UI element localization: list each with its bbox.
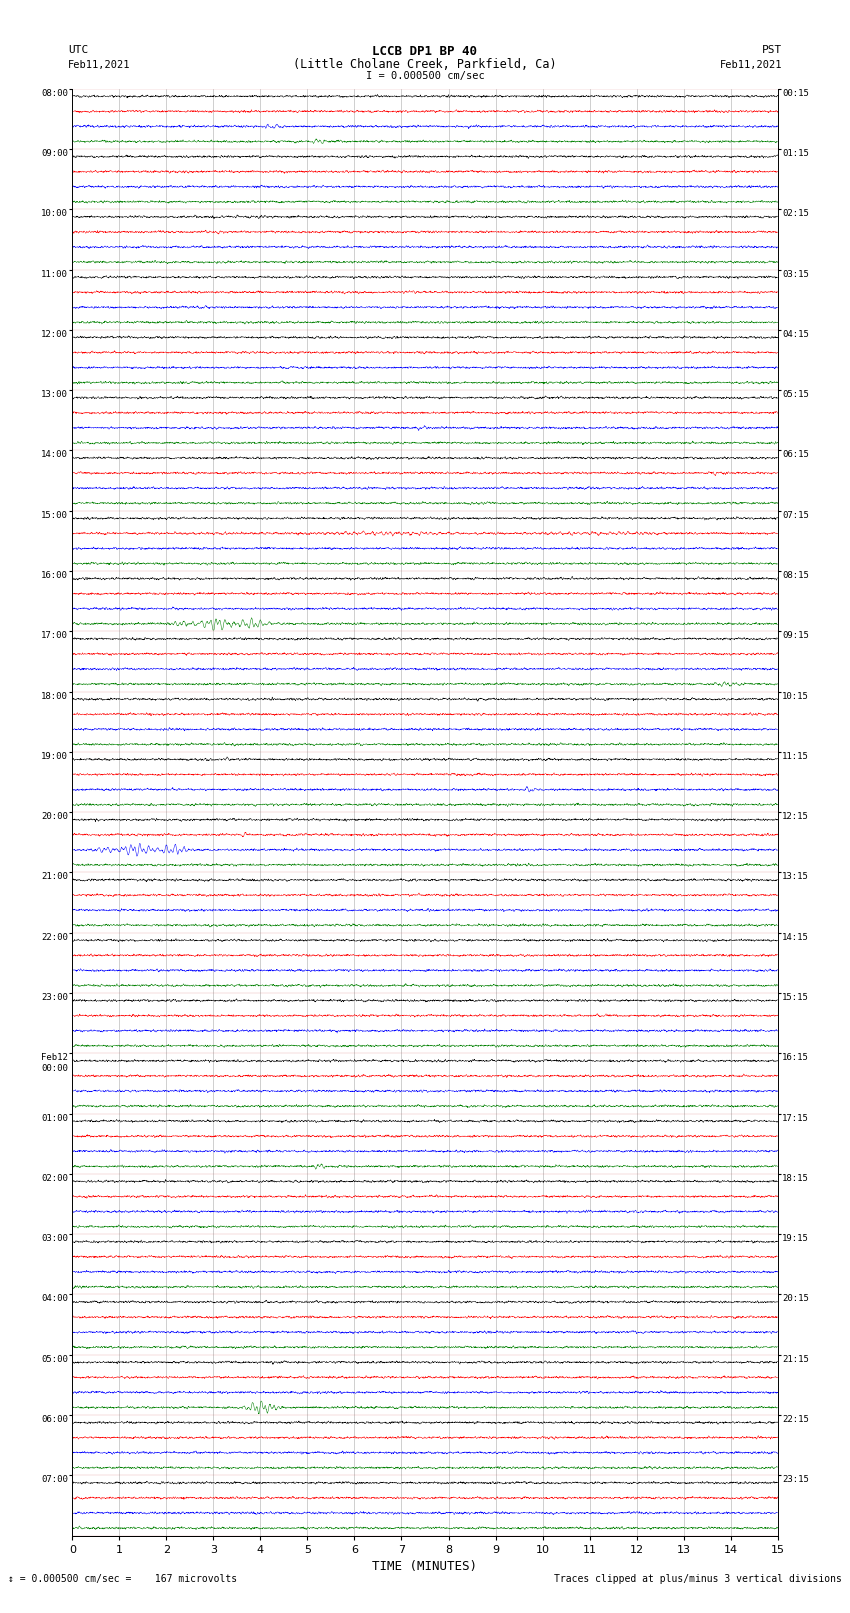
Text: PST: PST	[762, 45, 782, 55]
Text: Feb11,2021: Feb11,2021	[719, 60, 782, 69]
X-axis label: TIME (MINUTES): TIME (MINUTES)	[372, 1560, 478, 1573]
Text: (Little Cholane Creek, Parkfield, Ca): (Little Cholane Creek, Parkfield, Ca)	[293, 58, 557, 71]
Text: I = 0.000500 cm/sec: I = 0.000500 cm/sec	[366, 71, 484, 81]
Text: ↕ = 0.000500 cm/sec =    167 microvolts: ↕ = 0.000500 cm/sec = 167 microvolts	[8, 1574, 238, 1584]
Text: UTC: UTC	[68, 45, 88, 55]
Text: Feb11,2021: Feb11,2021	[68, 60, 131, 69]
Text: LCCB DP1 BP 40: LCCB DP1 BP 40	[372, 45, 478, 58]
Text: Traces clipped at plus/minus 3 vertical divisions: Traces clipped at plus/minus 3 vertical …	[553, 1574, 842, 1584]
